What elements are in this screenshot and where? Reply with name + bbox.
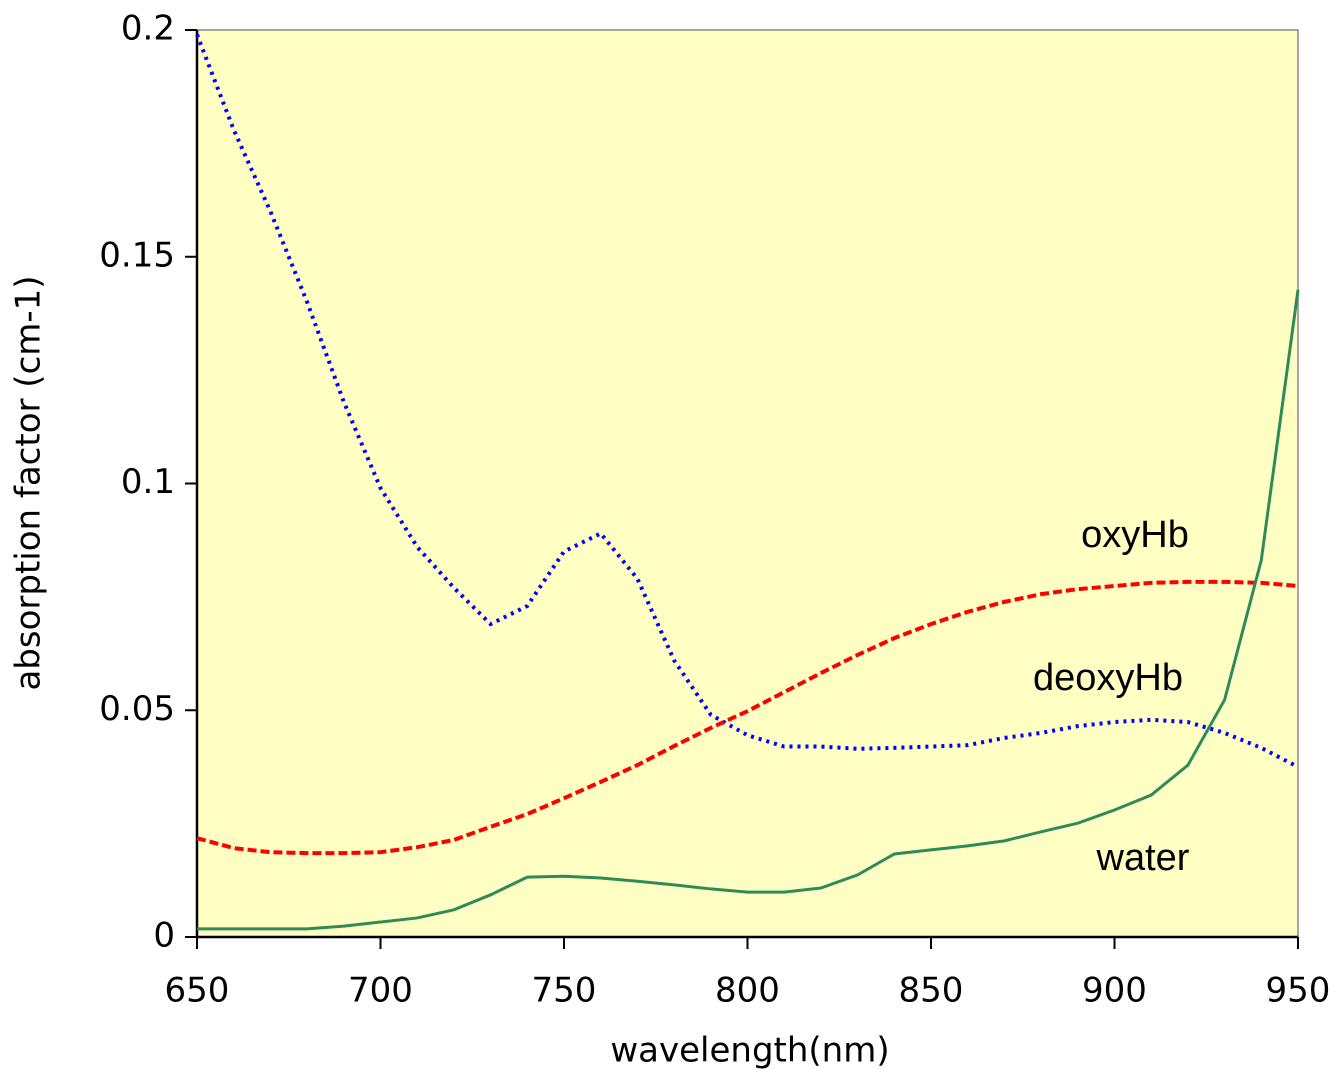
series-line [195, 33, 1299, 769]
y-tick-label: 0.15 [99, 235, 175, 275]
x-axis-label: wavelength(nm) [610, 1031, 889, 1070]
y-tick-label: 0 [153, 916, 175, 956]
y-axis-label: absorption factor (cm-1) [9, 275, 49, 690]
series-label: deoxyHb [1033, 657, 1183, 699]
x-tick-label: 800 [715, 971, 780, 1011]
x-tick-label: 950 [1266, 971, 1331, 1011]
x-tick-label: 900 [1082, 971, 1147, 1011]
series-label: water [1096, 837, 1190, 879]
x-tick-label: 750 [532, 971, 597, 1011]
series-line [196, 579, 1299, 856]
y-tick-label: 0.2 [121, 9, 175, 49]
y-tick-label: 0.05 [99, 689, 175, 729]
y-tick-label: 0.1 [121, 462, 175, 502]
series-line [197, 289, 1300, 931]
x-tick-label: 650 [165, 971, 230, 1011]
series-label: oxyHb [1081, 514, 1189, 556]
plot-area [196, 29, 1299, 938]
x-tick-label: 700 [348, 971, 413, 1011]
x-tick-label: 850 [899, 971, 964, 1011]
